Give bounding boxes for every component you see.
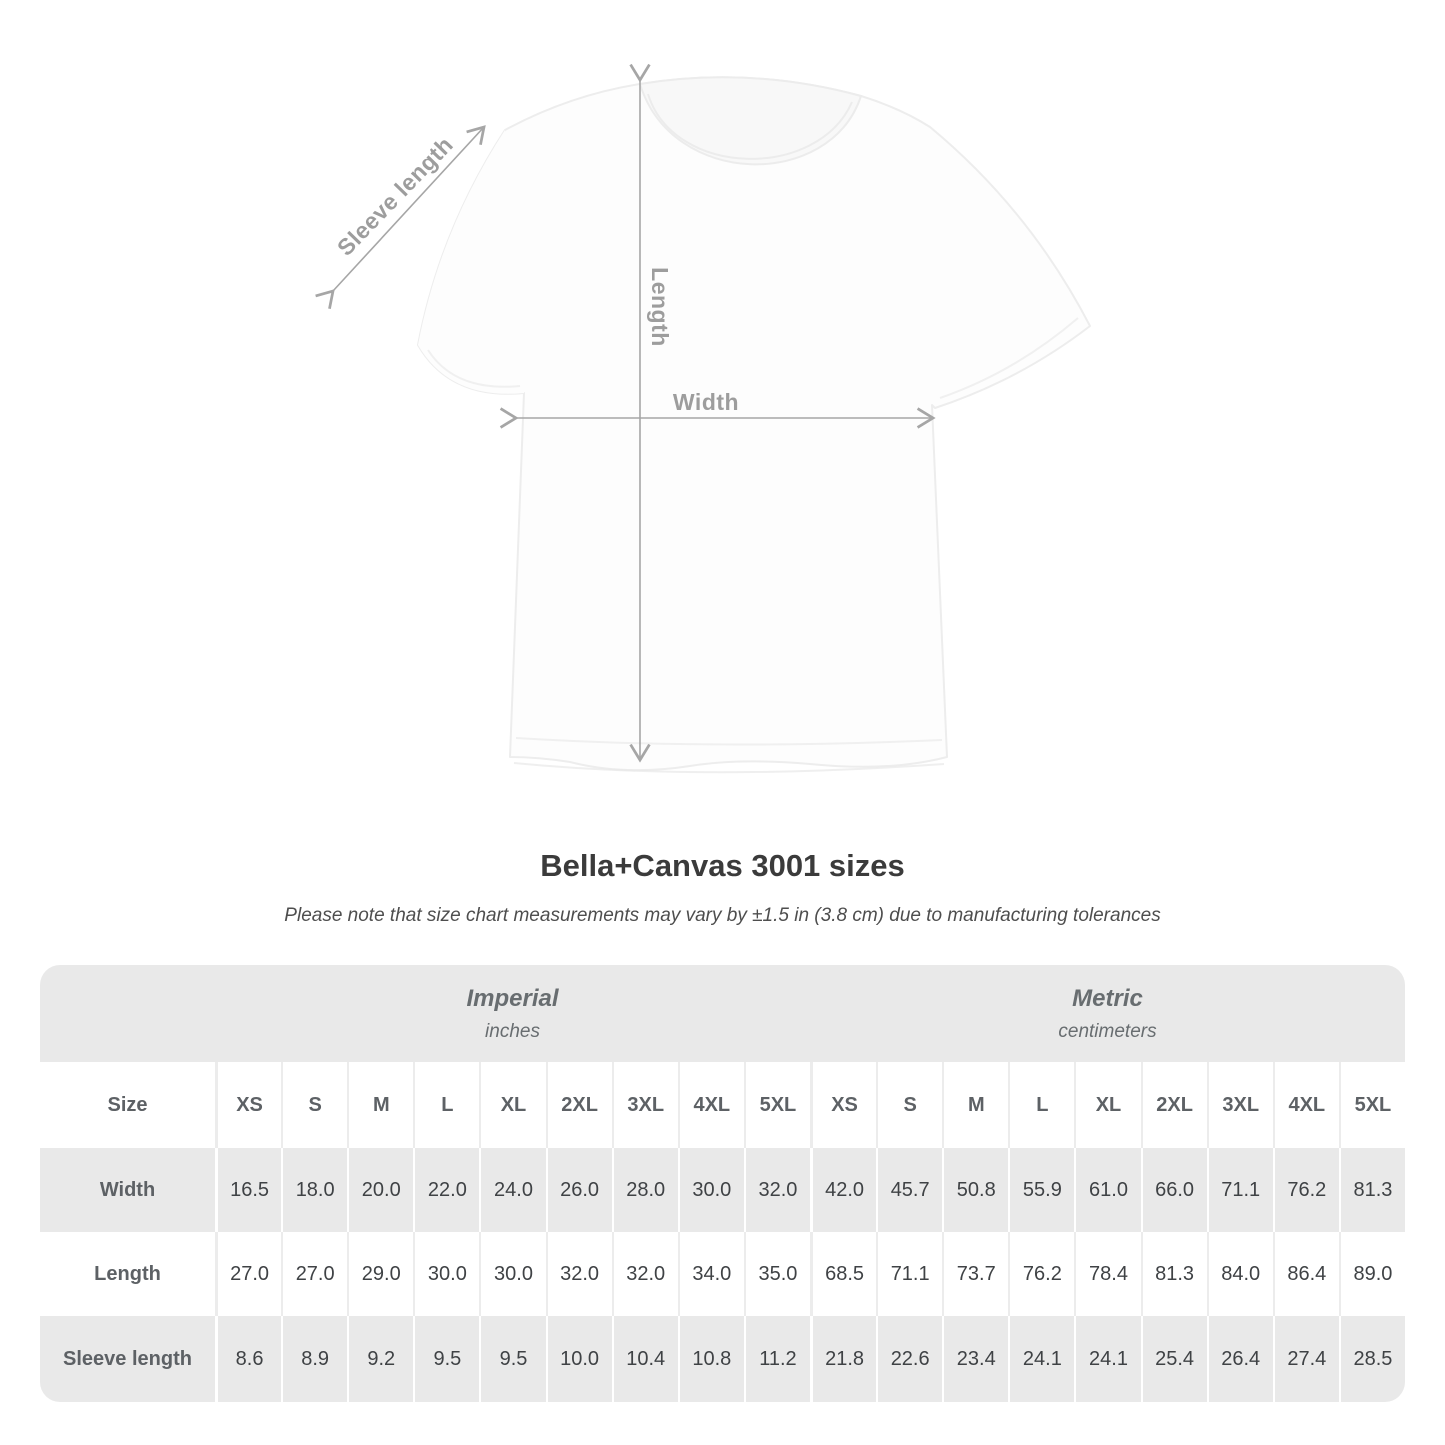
metric-unit: centimeters	[1058, 1020, 1157, 1042]
size-header-cell: 5XL	[743, 1062, 810, 1148]
table-cell: 26.4	[1206, 1316, 1273, 1402]
table-cell: 28.0	[611, 1148, 678, 1232]
table-cell: 86.4	[1272, 1232, 1339, 1316]
table-cell: 81.3	[1140, 1232, 1207, 1316]
size-header-cell: M	[347, 1062, 414, 1148]
table-cell: 32.0	[743, 1148, 810, 1232]
table-cell: 76.2	[1008, 1232, 1075, 1316]
table-cell: 24.1	[1074, 1316, 1141, 1402]
table-cell: 32.0	[611, 1232, 678, 1316]
table-cell: 28.5	[1338, 1316, 1405, 1402]
table-cell: 76.2	[1272, 1148, 1339, 1232]
table-cell: 9.5	[479, 1316, 546, 1402]
table-cell: 66.0	[1140, 1148, 1207, 1232]
table-cell: 20.0	[347, 1148, 414, 1232]
size-header-cell: 2XL	[545, 1062, 612, 1148]
table-cell: 24.0	[479, 1148, 546, 1232]
size-header-cell: XL	[1074, 1062, 1141, 1148]
table-cell: 22.6	[876, 1316, 943, 1402]
table-cell: 25.4	[1140, 1316, 1207, 1402]
table-cell: 10.8	[677, 1316, 744, 1402]
size-header-cell: L	[413, 1062, 480, 1148]
table-cell: 30.0	[677, 1148, 744, 1232]
table-cell: 68.5	[810, 1232, 877, 1316]
table-cell: 30.0	[413, 1232, 480, 1316]
tshirt-measurement-diagram: Sleeve length Length Width	[315, 63, 1091, 774]
size-table: Imperial inches Metric centimeters Size X…	[40, 965, 1405, 1402]
table-cell: 30.0	[479, 1232, 546, 1316]
table-cell: 78.4	[1074, 1232, 1141, 1316]
size-header-cell: S	[876, 1062, 943, 1148]
table-cell: 9.5	[413, 1316, 480, 1402]
table-cell: 26.0	[545, 1148, 612, 1232]
group-header-imperial: Imperial inches	[215, 965, 810, 1062]
table-cell: 42.0	[810, 1148, 877, 1232]
group-header-spacer	[40, 965, 215, 1062]
size-header-cell: 4XL	[677, 1062, 744, 1148]
size-header-cell: 5XL	[1338, 1062, 1405, 1148]
size-column-header: Size	[40, 1062, 215, 1148]
table-cell: 27.0	[215, 1232, 282, 1316]
table-cell: 50.8	[942, 1148, 1009, 1232]
size-header-cell: M	[942, 1062, 1009, 1148]
table-cell: 61.0	[1074, 1148, 1141, 1232]
table-cell: 9.2	[347, 1316, 414, 1402]
size-header-cell: 4XL	[1272, 1062, 1339, 1148]
table-cell: 16.5	[215, 1148, 282, 1232]
table-cell: 34.0	[677, 1232, 744, 1316]
tshirt-illustration	[417, 76, 1091, 774]
group-header-metric: Metric centimeters	[810, 965, 1405, 1062]
width-label: Width	[673, 389, 739, 415]
imperial-label: Imperial	[466, 984, 559, 1012]
table-cell: 81.3	[1338, 1148, 1405, 1232]
row-label: Sleeve length	[40, 1316, 215, 1402]
table-cell: 89.0	[1338, 1232, 1405, 1316]
table-cell: 21.8	[810, 1316, 877, 1402]
table-cell: 11.2	[743, 1316, 810, 1402]
table-cell: 71.1	[876, 1232, 943, 1316]
size-header-cell: XS	[810, 1062, 877, 1148]
metric-label: Metric	[1072, 984, 1143, 1012]
table-cell: 29.0	[347, 1232, 414, 1316]
size-header-cell: XS	[215, 1062, 282, 1148]
size-header-cell: XL	[479, 1062, 546, 1148]
table-cell: 27.4	[1272, 1316, 1339, 1402]
table-cell: 22.0	[413, 1148, 480, 1232]
size-header-cell: 3XL	[611, 1062, 678, 1148]
sleeve-length-arrow	[315, 125, 486, 310]
table-cell: 73.7	[942, 1232, 1009, 1316]
table-cell: 23.4	[942, 1316, 1009, 1402]
table-cell: 71.1	[1206, 1148, 1273, 1232]
table-cell: 10.0	[545, 1316, 612, 1402]
table-cell: 84.0	[1206, 1232, 1273, 1316]
table-cell: 35.0	[743, 1232, 810, 1316]
imperial-unit: inches	[485, 1020, 540, 1042]
row-label: Width	[40, 1148, 215, 1232]
table-cell: 27.0	[281, 1232, 348, 1316]
size-header-cell: L	[1008, 1062, 1075, 1148]
table-cell: 32.0	[545, 1232, 612, 1316]
size-header-cell: 2XL	[1140, 1062, 1207, 1148]
size-header-cell: 3XL	[1206, 1062, 1273, 1148]
table-cell: 45.7	[876, 1148, 943, 1232]
row-label: Length	[40, 1232, 215, 1316]
table-cell: 8.9	[281, 1316, 348, 1402]
size-header-cell: S	[281, 1062, 348, 1148]
length-label: Length	[647, 267, 673, 347]
sleeve-length-label: Sleeve length	[332, 131, 458, 260]
table-cell: 18.0	[281, 1148, 348, 1232]
page-title: Bella+Canvas 3001 sizes	[540, 848, 905, 883]
table-cell: 8.6	[215, 1316, 282, 1402]
tolerance-note: Please note that size chart measurements…	[284, 905, 1161, 926]
table-cell: 55.9	[1008, 1148, 1075, 1232]
table-cell: 24.1	[1008, 1316, 1075, 1402]
table-cell: 10.4	[611, 1316, 678, 1402]
